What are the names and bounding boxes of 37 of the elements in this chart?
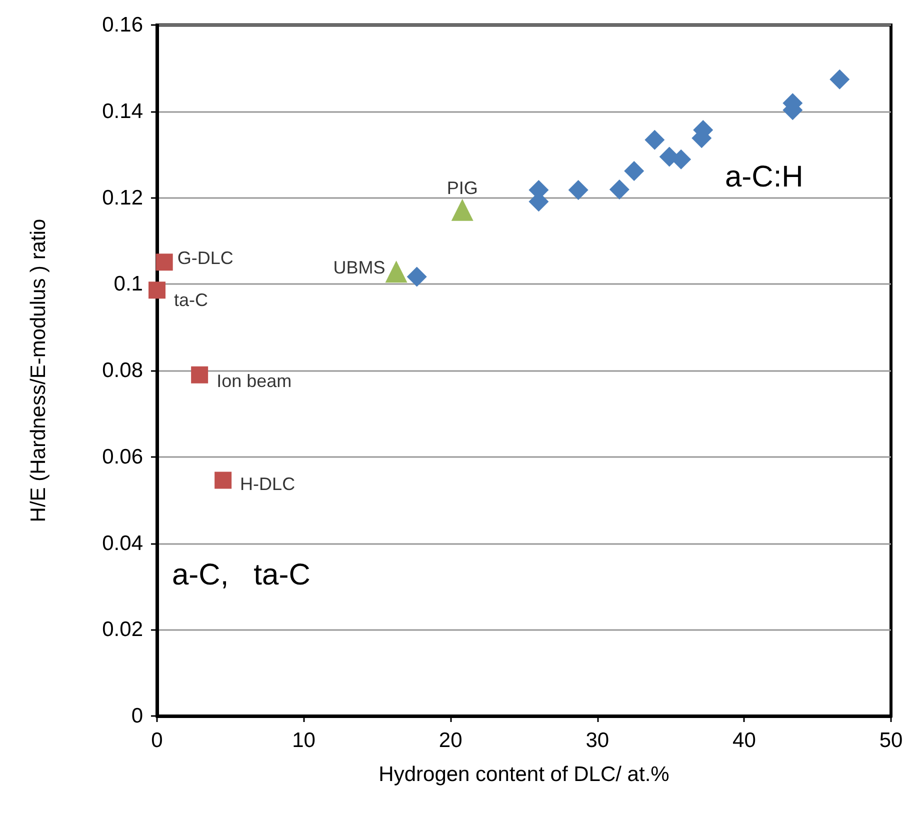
- y-tick-label: 0.16: [102, 14, 143, 36]
- point: [156, 254, 173, 271]
- y-tick-label: 0.06: [102, 445, 143, 468]
- point: [406, 266, 427, 287]
- y-tick-label: 0.08: [102, 359, 143, 382]
- y-tick-label: 0: [131, 704, 143, 728]
- y-tick-label: 0.14: [102, 100, 144, 123]
- point: [609, 180, 630, 200]
- x-tick-label: 20: [438, 729, 462, 752]
- y-tick-label: 0.04: [102, 532, 144, 555]
- point: [451, 198, 474, 221]
- annotation: ta-C: [174, 290, 208, 310]
- x-axis-title: Hydrogen content of DLC/ at.%: [378, 763, 670, 786]
- x-tick-label: 0: [151, 729, 163, 752]
- annotation: a-C, ta-C: [172, 558, 310, 592]
- x-tick-label: 50: [879, 729, 903, 752]
- annotation: Ion beam: [216, 370, 292, 391]
- point: [830, 69, 850, 90]
- point: [385, 260, 408, 283]
- annotation: a-C:H: [725, 160, 804, 194]
- annotation: G-DLC: [177, 248, 234, 268]
- point: [568, 180, 588, 200]
- point: [624, 160, 644, 181]
- x-tick-label: 30: [586, 729, 610, 752]
- x-tick-label: 40: [732, 729, 756, 752]
- y-axis-title: H/E (Hardness/E-modulus ) ratio: [27, 218, 50, 522]
- annotation: UBMS: [333, 258, 386, 278]
- y-tick-label: 0.12: [102, 186, 143, 210]
- annotation: H-DLC: [240, 474, 296, 494]
- point: [191, 366, 208, 384]
- point: [214, 472, 232, 489]
- point: [644, 130, 665, 150]
- x-tick-label: 10: [292, 729, 316, 752]
- annotation: PIG: [446, 178, 478, 198]
- y-tick-label: 0.02: [102, 618, 143, 642]
- point: [148, 282, 166, 299]
- y-tick-label: 0.1: [114, 272, 143, 296]
